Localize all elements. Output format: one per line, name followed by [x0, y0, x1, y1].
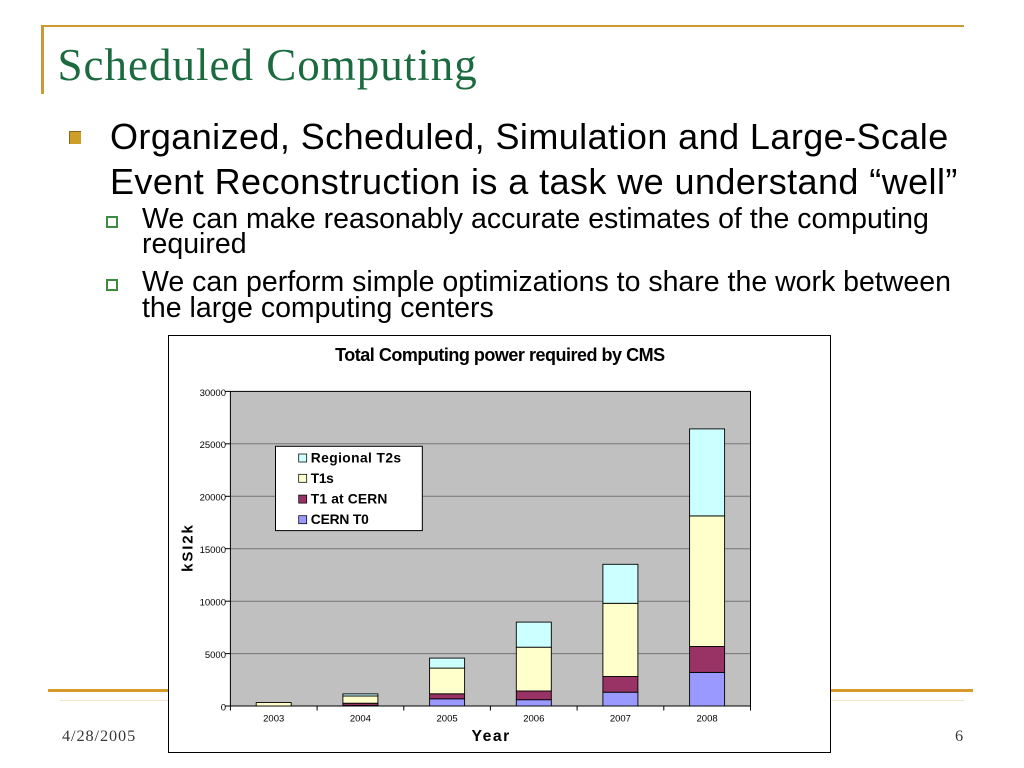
- svg-text:T1 at CERN: T1 at CERN: [311, 492, 388, 507]
- svg-text:2007: 2007: [610, 713, 631, 724]
- svg-text:20000: 20000: [200, 493, 226, 504]
- svg-text:10000: 10000: [200, 598, 226, 609]
- svg-text:5000: 5000: [205, 650, 226, 661]
- svg-text:15000: 15000: [200, 545, 226, 556]
- svg-text:0: 0: [221, 702, 226, 713]
- svg-text:2008: 2008: [697, 713, 718, 724]
- svg-text:Year: Year: [472, 728, 510, 745]
- svg-text:2006: 2006: [523, 713, 544, 724]
- svg-text:2005: 2005: [437, 713, 458, 724]
- svg-text:2004: 2004: [350, 713, 371, 724]
- svg-text:Total Computing power required: Total Computing power required by CMS: [335, 345, 665, 365]
- svg-text:2003: 2003: [263, 713, 284, 724]
- svg-text:T1s: T1s: [311, 471, 334, 486]
- svg-text:CERN T0: CERN T0: [311, 512, 369, 527]
- svg-text:25000: 25000: [200, 440, 226, 451]
- svg-text:kSI2k: kSI2k: [180, 524, 197, 571]
- svg-text:Regional T2s: Regional T2s: [311, 451, 402, 466]
- svg-text:30000: 30000: [200, 388, 226, 399]
